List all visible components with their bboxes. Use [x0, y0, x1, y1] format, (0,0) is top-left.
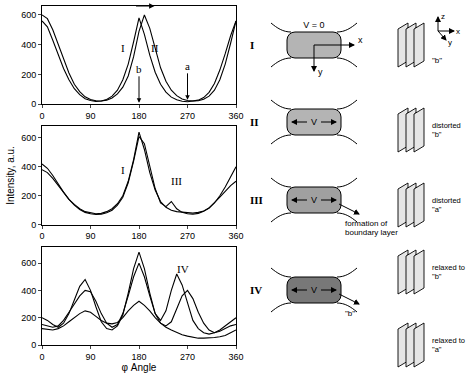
- svg-text:x: x: [456, 27, 460, 36]
- svg-text:600: 600: [21, 133, 36, 143]
- svg-text:400: 400: [21, 40, 36, 50]
- svg-text:formation of: formation of: [345, 219, 388, 228]
- svg-text:200: 200: [21, 191, 36, 201]
- svg-text:V: V: [311, 285, 317, 295]
- svg-text:0: 0: [31, 99, 36, 109]
- svg-text:V: V: [311, 117, 317, 127]
- svg-text:600: 600: [21, 258, 36, 268]
- svg-text:0: 0: [31, 340, 36, 350]
- svg-text:200: 200: [21, 70, 36, 80]
- svg-text:180: 180: [131, 352, 146, 362]
- svg-text:0: 0: [31, 220, 36, 230]
- svg-text:II: II: [151, 42, 159, 54]
- svg-text:distorted: distorted: [432, 196, 461, 205]
- svg-text:"a": "a": [432, 345, 442, 354]
- svg-text:y: y: [318, 67, 323, 77]
- svg-text:III: III: [171, 175, 182, 187]
- svg-text:600: 600: [21, 10, 36, 20]
- svg-text:relaxed to: relaxed to: [432, 263, 465, 272]
- svg-text:IV: IV: [177, 263, 189, 275]
- svg-text:V = 0: V = 0: [303, 20, 324, 30]
- svg-text:I: I: [250, 39, 254, 51]
- svg-text:II: II: [250, 116, 259, 128]
- svg-text:b: b: [136, 63, 142, 75]
- svg-text:z: z: [441, 12, 445, 21]
- svg-text:"b": "b": [432, 56, 442, 65]
- svg-text:270: 270: [180, 231, 195, 241]
- svg-text:Intensity, a.u.: Intensity, a.u.: [5, 146, 16, 205]
- svg-text:a: a: [185, 60, 190, 72]
- svg-text:270: 270: [180, 111, 195, 121]
- svg-text:"b": "b": [432, 272, 442, 281]
- svg-text:y: y: [448, 38, 452, 47]
- svg-text:360: 360: [228, 231, 243, 241]
- svg-text:0: 0: [39, 231, 44, 241]
- svg-text:I: I: [121, 42, 125, 54]
- svg-text:400: 400: [21, 286, 36, 296]
- svg-text:270: 270: [180, 352, 195, 362]
- svg-text:distorted: distorted: [432, 121, 461, 130]
- svg-text:180: 180: [131, 231, 146, 241]
- svg-text:"a": "a": [432, 205, 442, 214]
- svg-text:relaxed to: relaxed to: [432, 336, 465, 345]
- svg-text:90: 90: [85, 352, 95, 362]
- svg-text:0: 0: [39, 352, 44, 362]
- svg-text:I: I: [121, 164, 125, 176]
- svg-text:"b": "b": [345, 309, 355, 318]
- svg-text:400: 400: [21, 162, 36, 172]
- svg-text:V: V: [311, 195, 317, 205]
- svg-text:0: 0: [39, 111, 44, 121]
- svg-text:x: x: [358, 35, 363, 45]
- svg-text:φ Angle: φ Angle: [122, 362, 157, 373]
- svg-text:200: 200: [21, 313, 36, 323]
- svg-text:IV: IV: [250, 284, 262, 296]
- svg-text:III: III: [250, 194, 263, 206]
- svg-text:boundary layer: boundary layer: [345, 228, 398, 237]
- svg-text:360: 360: [228, 111, 243, 121]
- svg-text:180: 180: [131, 111, 146, 121]
- svg-text:90: 90: [85, 111, 95, 121]
- svg-text:360: 360: [228, 352, 243, 362]
- svg-text:"b": "b": [432, 130, 442, 139]
- svg-text:90: 90: [85, 231, 95, 241]
